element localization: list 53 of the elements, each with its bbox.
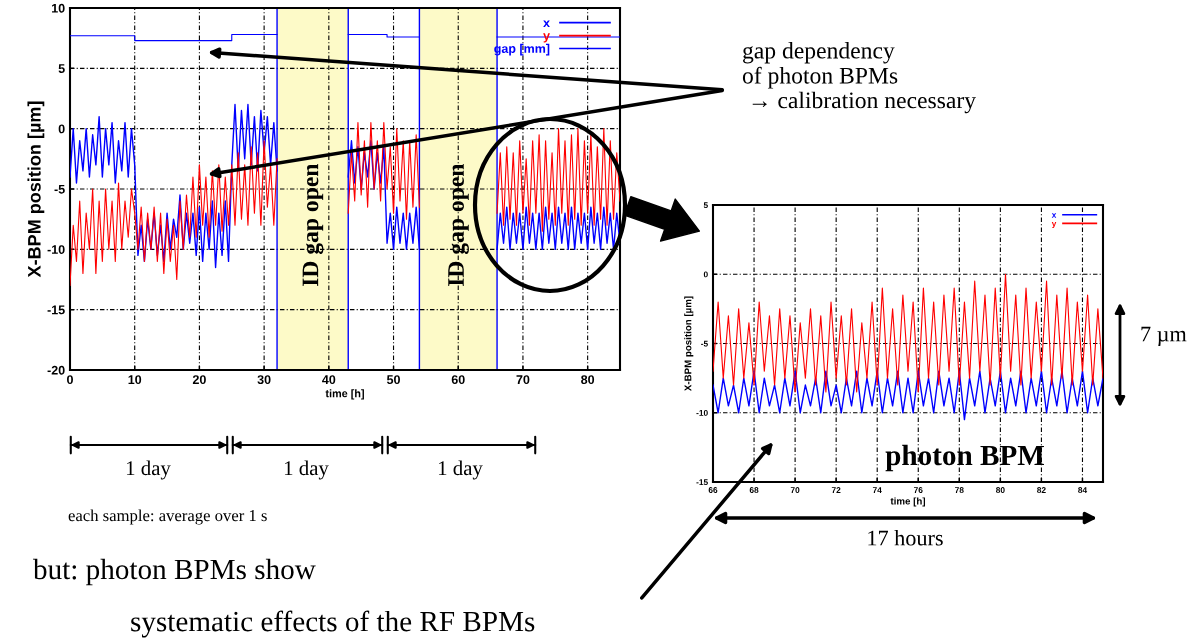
y-tick-label: 5 xyxy=(703,202,708,209)
x-tick-label: 72 xyxy=(831,487,841,493)
y-tick-label: -5 xyxy=(701,340,708,347)
text: 1 day xyxy=(126,460,171,480)
x-tick-label: 82 xyxy=(1037,487,1046,493)
x-axis-title: time [h] xyxy=(325,389,364,400)
y-tick-label: 5 xyxy=(58,64,65,73)
x-tick-label: 50 xyxy=(386,375,400,385)
text: but: photon BPMs show xyxy=(33,558,316,586)
y-tick-label: -15 xyxy=(696,479,708,486)
x-tick-label: 0 xyxy=(67,375,73,385)
y-tick-label: -10 xyxy=(696,409,708,416)
x-tick-label: 78 xyxy=(955,487,964,493)
band-label: ID gap open xyxy=(448,163,469,287)
y-tick-label: 0 xyxy=(58,124,65,134)
y-tick-label: -10 xyxy=(47,245,65,254)
y-axis-title: X-BPM position [µm] xyxy=(27,101,45,278)
text: 1 day xyxy=(438,460,483,480)
x-tick-label: 20 xyxy=(192,375,206,385)
x-tick-label: 76 xyxy=(913,487,923,493)
text: systematic effects of the RF BPMs xyxy=(131,610,535,638)
x-tick-label: 74 xyxy=(872,487,882,493)
x-tick-label: 10 xyxy=(128,375,142,385)
line-series xyxy=(713,370,1103,421)
x-tick-label: 70 xyxy=(516,375,530,385)
text: 1 day xyxy=(284,460,329,480)
x-tick-label: 80 xyxy=(581,375,595,385)
legend-label: y xyxy=(1051,221,1057,229)
legend-label: y xyxy=(543,33,550,43)
text: gap dependency of photon BPMs → calibration necessary xyxy=(742,42,976,114)
y-tick-label: -5 xyxy=(54,184,65,194)
band-label: ID gap open xyxy=(302,163,324,287)
x-tick-label: 68 xyxy=(749,487,759,493)
text: 7 µm xyxy=(1141,326,1187,347)
y-tick-label: -15 xyxy=(47,305,65,315)
text: each sample: average over 1 s xyxy=(68,509,267,525)
x-tick-label: 30 xyxy=(257,375,271,385)
x-axis-title: time [h] xyxy=(890,497,926,507)
x-tick-label: 66 xyxy=(708,487,718,493)
legend-label: x xyxy=(543,20,550,28)
y-tick-label: -20 xyxy=(47,365,65,375)
line-series xyxy=(713,273,1103,393)
legend-label: x xyxy=(1051,213,1057,218)
y-tick-label: 0 xyxy=(703,271,708,278)
y-tick-label: 10 xyxy=(52,3,65,13)
x-tick-label: 84 xyxy=(1078,487,1088,493)
x-tick-label: 40 xyxy=(322,375,336,385)
y-axis-title: X-BPM position [µm] xyxy=(684,296,694,392)
x-tick-label: 80 xyxy=(996,487,1005,493)
x-tick-label: 70 xyxy=(790,487,800,493)
annotation: photon BPM xyxy=(885,444,1044,472)
text: 17 hours xyxy=(868,529,943,546)
x-tick-label: 60 xyxy=(451,375,465,385)
